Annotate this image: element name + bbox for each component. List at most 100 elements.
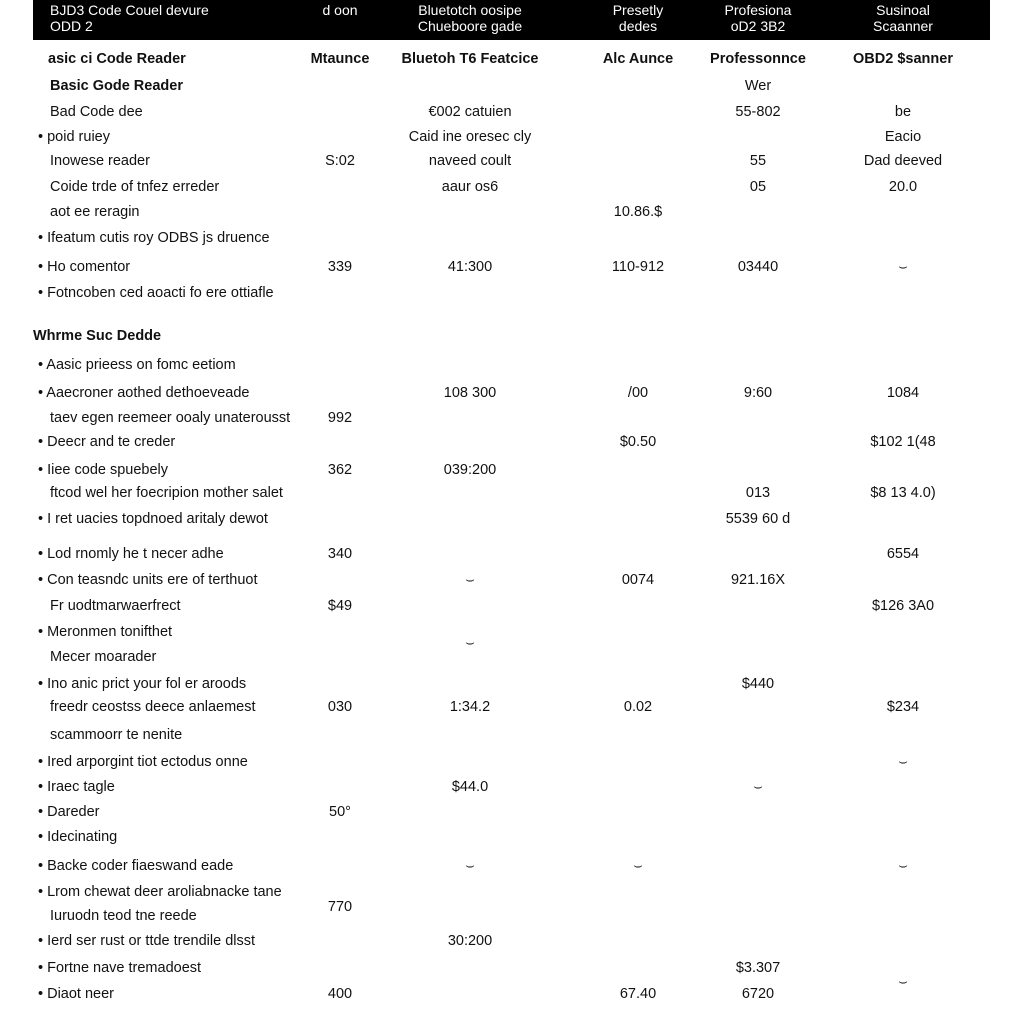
table-cell: 55-802: [735, 104, 781, 120]
header-cell: Presetly: [612, 2, 664, 18]
row-label: • poid ruiey: [38, 129, 110, 145]
header-cell: BJD3 Code Couel devure: [50, 2, 209, 18]
row-label: • Meronmen tonifthet: [38, 624, 173, 640]
row-label: Whrme Suc Dedde: [33, 328, 162, 344]
table-cell: ⌣: [465, 858, 475, 874]
row-label: • Dareder: [38, 804, 100, 820]
row-label: aot ee reragin: [50, 204, 140, 220]
row-label: • Idecinating: [38, 829, 118, 845]
table-cell: 6720: [741, 986, 775, 1002]
table-cell: 50°: [329, 804, 351, 820]
row-label: • Ifeatum cutis roy ODBS js druence: [38, 230, 270, 246]
row-label: • Lrom chewat deer aroliabnacke tane: [38, 884, 282, 900]
table-cell: 921.16X: [730, 572, 786, 588]
table-cell: 013: [745, 485, 771, 501]
header-cell: Susinoal: [876, 2, 930, 18]
table-cell: 20.0: [888, 179, 918, 195]
table-cell: $49: [327, 598, 353, 614]
row-label: Bad Code dee: [50, 104, 143, 120]
table-cell: 55: [749, 153, 767, 169]
header-cell: ODD 2: [50, 18, 93, 34]
row-label: • Ho comentor: [38, 259, 131, 275]
table-cell: 9:60: [743, 385, 773, 401]
row-label: taev egen reemeer ooaly unaterousst: [50, 410, 291, 426]
table-cell: 41:300: [447, 259, 493, 275]
row-label: • Aaecroner aothed dethoeveade: [38, 385, 250, 401]
row-label: • Deecr and te creder: [38, 434, 176, 450]
row-label: Iuruodn teod tne reede: [50, 908, 197, 924]
header-bar: [33, 0, 990, 40]
table-cell: S:02: [325, 153, 355, 169]
table-cell: /00: [627, 385, 649, 401]
header-cell: Bluetotch oosipe: [418, 2, 522, 18]
row-label: • Diaot neer: [38, 986, 115, 1002]
row-label: • Iiee code spuebely: [38, 462, 169, 478]
table-cell: Caid ine oresec cly: [408, 129, 532, 145]
table-cell: $102 1(48: [870, 434, 936, 450]
table-cell: ⌣: [898, 974, 908, 990]
row-label: • Ired arporgint tiot ectodus onne: [38, 754, 248, 770]
row-label: • Ino anic prict your fol er aroods: [38, 676, 247, 692]
table-cell: $8 13 4.0): [870, 485, 936, 501]
header-cell: Chueboore gade: [417, 18, 523, 34]
table-cell: 05: [749, 179, 767, 195]
table-cell: $3.307: [735, 960, 781, 976]
table-cell: 0.02: [623, 699, 653, 715]
table-cell: $44.0: [451, 779, 489, 795]
row-label: asic ci Code Reader: [48, 51, 186, 67]
table-cell: 039:200: [443, 462, 497, 478]
table-cell: Wer: [744, 78, 772, 94]
header-cell: oD2 3B2: [730, 18, 786, 34]
row-label: • Aasic prieess on fomc eetiom: [38, 357, 236, 373]
table-cell: Mtaunce: [310, 51, 370, 67]
table-cell: ⌣: [633, 858, 643, 874]
table-cell: $440: [741, 676, 775, 692]
table-cell: 108 300: [443, 385, 497, 401]
row-label: Coide trde of tnfez erreder: [50, 179, 220, 195]
table-cell: $234: [886, 699, 920, 715]
table-cell: 340: [327, 546, 353, 562]
row-label: Basic Gode Reader: [50, 78, 183, 94]
table-cell: ⌣: [465, 572, 475, 588]
header-cell: Scaanner: [873, 18, 933, 34]
table-cell: 339: [327, 259, 353, 275]
table-cell: ⌣: [753, 779, 763, 795]
row-label: • I ret uacies topdnoed aritaly dewot: [38, 511, 268, 527]
table-cell: 5539 60 d: [725, 511, 791, 527]
table-cell: $0.50: [619, 434, 657, 450]
table-cell: Dad deeved: [863, 153, 943, 169]
row-label: Mecer moarader: [50, 649, 157, 665]
row-label: • Con teasndc units ere of terthuot: [38, 572, 258, 588]
row-label: • Lod rnomly he t necer adhe: [38, 546, 224, 562]
table-cell: Professonnce: [710, 51, 806, 67]
row-label: • Fortne nave tremadoest: [38, 960, 202, 976]
table-cell: 1084: [886, 385, 920, 401]
row-label: freedr ceostss deece anlaemest: [50, 699, 256, 715]
table-cell: 030: [327, 699, 353, 715]
header-cell: Profesiona: [724, 2, 792, 18]
row-label: scammoorr te nenite: [50, 727, 183, 743]
table-cell: ⌣: [898, 754, 908, 770]
header-cell: d oon: [322, 2, 358, 18]
table-cell: aaur os6: [441, 179, 499, 195]
row-label: • Backe coder fiaeswand eade: [38, 858, 234, 874]
table-cell: OBD2 $sanner: [853, 51, 953, 67]
table-cell: Bluetoh T6 Featcice: [401, 51, 539, 67]
row-label: • Iraec tagle: [38, 779, 115, 795]
table-cell: 400: [327, 986, 353, 1002]
table-cell: be: [894, 104, 912, 120]
table-cell: 362: [327, 462, 353, 478]
table-cell: 03440: [737, 259, 779, 275]
row-label: • Fotncoben ced aoacti fo ere ottiafle: [38, 285, 274, 301]
row-label: Inowese reader: [50, 153, 150, 169]
table-cell: 6554: [886, 546, 920, 562]
table-cell: 30:200: [447, 933, 493, 949]
table-cell: Alc Aunce: [602, 51, 674, 67]
table-cell: Eacio: [884, 129, 922, 145]
table-cell: ⌣: [465, 635, 475, 651]
row-label: ftcod wel her foecripion mother salet: [50, 485, 283, 501]
table-cell: €002 catuien: [428, 104, 512, 120]
table-cell: 770: [327, 899, 353, 915]
table-cell: $126 3A0: [871, 598, 935, 614]
